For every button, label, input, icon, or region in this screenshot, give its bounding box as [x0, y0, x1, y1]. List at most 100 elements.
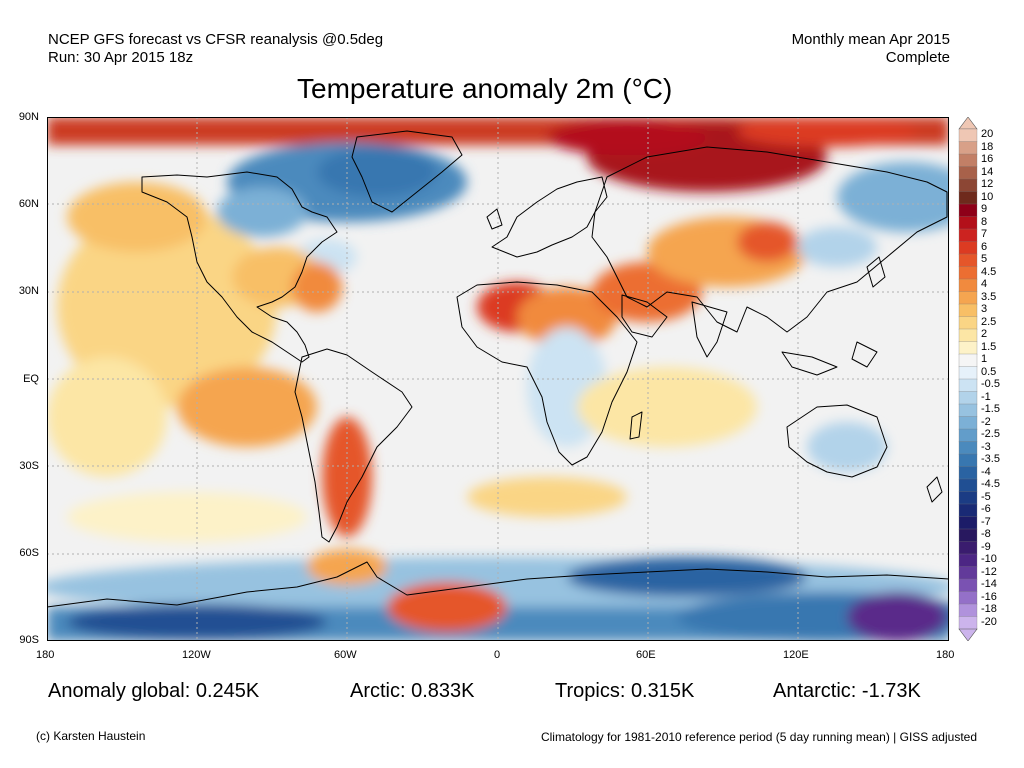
lat-label: 30N [18, 285, 39, 297]
colorbar-cell [958, 328, 978, 343]
colorbar-label: 14 [981, 165, 994, 178]
colorbar-label: -8 [981, 528, 991, 541]
colorbar-label: 10 [981, 190, 994, 203]
colorbar-cell [958, 191, 978, 205]
colorbar [958, 117, 978, 641]
colorbar-label: -0.5 [981, 378, 1000, 391]
colorbar-cell [958, 391, 978, 405]
colorbar-cell [958, 591, 978, 605]
colorbar-label: 12 [981, 178, 994, 191]
map-title: Temperature anomaly 2m (°C) [297, 73, 673, 104]
colorbar-cell [958, 378, 978, 393]
colorbar-cell [958, 266, 978, 280]
map-grid [47, 117, 949, 641]
colorbar-label: -2.5 [981, 428, 1000, 441]
colorbar-label: -4 [981, 465, 991, 478]
colorbar-cell [958, 353, 978, 368]
colorbar-label: -14 [981, 578, 997, 591]
colorbar-label: -2 [981, 415, 991, 428]
stat-tropics: Tropics: 0.315K [555, 680, 695, 702]
colorbar-label: 7 [981, 228, 988, 241]
colorbar-label: -20 [981, 615, 997, 628]
colorbar-label: 3.5 [981, 290, 997, 303]
colorbar-cell [958, 553, 978, 568]
map-frame [47, 117, 949, 641]
header-status: Complete [885, 49, 950, 66]
colorbar-cell [958, 578, 978, 593]
lon-label: 180 [936, 649, 955, 661]
colorbar-cell [958, 616, 978, 630]
footer-climatology: Climatology for 1981-2010 reference peri… [540, 730, 977, 744]
lat-label: 60S [19, 547, 39, 559]
colorbar-label: 9 [981, 203, 988, 216]
stat-global: Anomaly global: 0.245K [48, 680, 260, 702]
colorbar-label: -16 [981, 590, 997, 603]
colorbar-label: 1.5 [981, 340, 997, 353]
colorbar-cell [958, 503, 978, 518]
colorbar-label: 20 [981, 128, 994, 141]
colorbar-cell [958, 341, 978, 355]
stat-arctic: Arctic: 0.833K [350, 680, 475, 702]
colorbar-label: -6 [981, 503, 991, 516]
colorbar-label: 16 [981, 153, 994, 166]
colorbar-label: 5 [981, 253, 988, 266]
colorbar-cell [958, 466, 978, 480]
colorbar-label: -9 [981, 540, 991, 553]
colorbar-label: 4 [981, 278, 988, 291]
colorbar-cell [958, 291, 978, 305]
colorbar-cell [958, 478, 978, 493]
lon-label: 60W [334, 649, 357, 661]
header-model-info: NCEP GFS forecast vs CFSR reanalysis @0.… [48, 31, 384, 48]
lat-label: 90S [19, 634, 39, 646]
colorbar-cell [958, 491, 978, 505]
lat-label: EQ [23, 373, 39, 385]
colorbar-cell [958, 166, 978, 180]
colorbar-cell [958, 241, 978, 255]
colorbar-cell [958, 441, 978, 455]
colorbar-label: 2.5 [981, 315, 997, 328]
colorbar-cell [958, 366, 978, 380]
colorbar-cell [958, 516, 978, 530]
lat-label: 90N [18, 111, 39, 123]
colorbar-cell [958, 603, 978, 618]
lon-label: 60E [636, 649, 656, 661]
colorbar-label: -5 [981, 490, 991, 503]
colorbar-cell [958, 528, 978, 543]
colorbar-label: -7 [981, 515, 991, 528]
colorbar-label: -3 [981, 440, 991, 453]
colorbar-cell [958, 253, 978, 268]
lon-label: 180 [36, 649, 55, 661]
colorbar-label: -3.5 [981, 453, 1000, 466]
colorbar-label: -1 [981, 390, 991, 403]
coastlines [47, 130, 949, 608]
colorbar-max-arrow [958, 117, 978, 130]
colorbar-label: -18 [981, 603, 997, 616]
colorbar-label: -1.5 [981, 403, 1000, 416]
colorbar-cell [958, 153, 978, 168]
lat-label: 60N [18, 198, 39, 210]
colorbar-label: 3 [981, 303, 988, 316]
footer-credit: (c) Karsten Haustein [36, 729, 146, 743]
colorbar-min-arrow [958, 628, 978, 641]
colorbar-cell [958, 566, 978, 580]
colorbar-cell [958, 403, 978, 418]
colorbar-label: 8 [981, 215, 988, 228]
header-period: Monthly mean Apr 2015 [791, 31, 950, 48]
colorbar-cell [958, 278, 978, 293]
colorbar-cell [958, 416, 978, 430]
colorbar-cell [958, 541, 978, 555]
colorbar-cell [958, 453, 978, 468]
lon-label: 0 [494, 649, 501, 661]
colorbar-label: 2 [981, 328, 988, 341]
colorbar-cell [958, 128, 978, 143]
header-run-info: Run: 30 Apr 2015 18z [48, 49, 194, 66]
colorbar-label: 18 [981, 140, 994, 153]
colorbar-cell [958, 316, 978, 330]
colorbar-label: 4.5 [981, 265, 997, 278]
colorbar-cell [958, 428, 978, 443]
colorbar-label: -4.5 [981, 478, 1000, 491]
lon-label: 120W [182, 649, 211, 661]
stat-antarctic: Antarctic: -1.73K [773, 680, 921, 702]
colorbar-label: -12 [981, 565, 997, 578]
temperature-anomaly-map [47, 117, 949, 641]
